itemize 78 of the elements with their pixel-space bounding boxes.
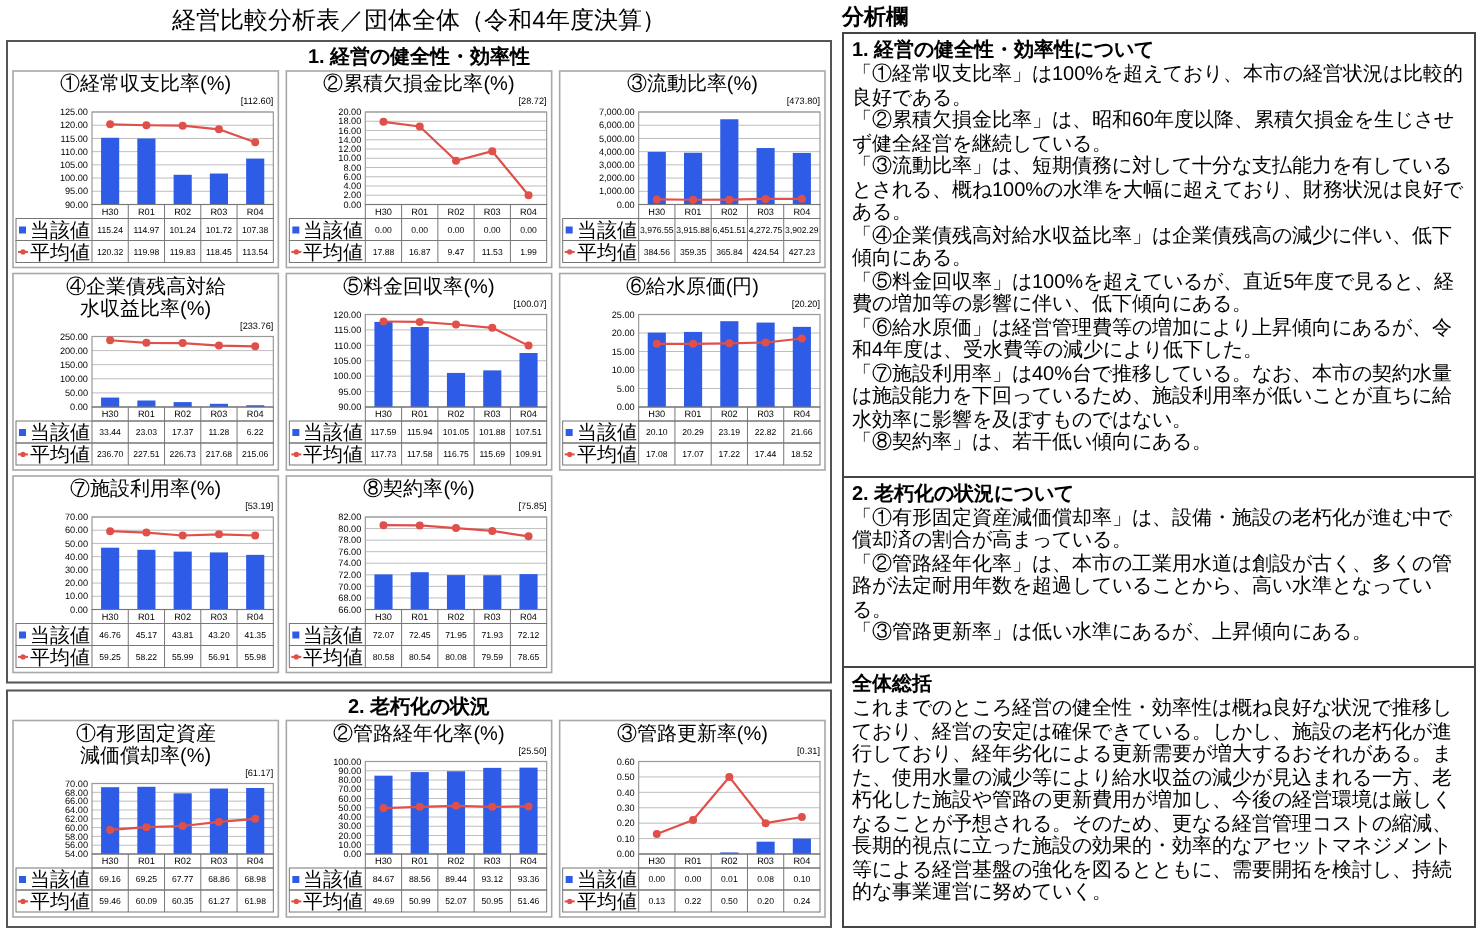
point [452,156,461,165]
legend-label: 平均値 [303,890,364,914]
point [488,323,497,332]
text: 「①経常収支比率」は100%を超えており、本市の経営状況は比較的良好である。 [852,64,1466,109]
text: 「②管路経年化率」は、本市の工業用水道は創設が古く、多くの管路が法定耐用年数を超過していることから、高い水準となっている。 [852,553,1454,622]
point [797,813,806,821]
bar [647,151,666,205]
legend-label: 平均値 [303,645,364,670]
chart-title: ⑦施設利用率(%) [70,477,222,501]
text: 「③管路更新率」は低い水準にあるが、上昇傾向にある。 [852,622,1374,646]
chart-title: ③流動比率(%) [626,72,758,96]
text: 経営比較分析表／団体全体（令和4年度決算） [170,6,666,34]
point [689,816,698,825]
point [178,121,187,130]
legend-label: 当該値 [303,623,364,648]
text: 「⑦施設利用率」は40%台で推移している。なお、本市の契約水量は施設能力を下回っているため、施設利用率が低いことが直ちに給水効率に影響を及ぼすものではない。 [852,363,1455,431]
bar [756,148,775,205]
legend-label: 平均値 [303,240,364,265]
legend-label: 当該値 [576,218,637,243]
chart-title: ①経常収支比率(%) [60,72,232,96]
text: 「②累積欠損金比率」は、昭和60年度以降、累積欠損金を生じさせず健全経営を継続している。 [852,110,1457,156]
legend-label: 平均値 [30,240,90,265]
chart-title: ⑥給水原価(円) [625,274,759,299]
legend-label: 平均値 [303,443,364,467]
text: 1. 経営の健全性・効率性 [307,45,531,69]
legend-label: 平均値 [576,890,637,914]
legend-label: 当該値 [303,421,364,445]
bar [792,838,811,854]
legend-label: 平均値 [30,645,90,670]
point [488,147,497,156]
bar [792,152,811,205]
text: 「⑧契約率」は、若干低い傾向にある。 [852,432,1214,455]
legend-label: 当該値 [30,421,90,445]
text: 2. 老朽化の状況について [852,481,1077,507]
bar [683,152,703,205]
chart-title: ②累積欠損金比率(%) [323,72,515,96]
point [524,191,533,200]
point [379,117,388,126]
text: 1. 経営の健全性・効率性について [852,38,1157,63]
chart-title: ②管路経年化率(%) [333,721,505,746]
text: 「③流動比率」は、短期債務に対して十分な支払能力を有しているとされる、概ね100%の水準を大幅に超えており、財務状況は良好である。 [852,156,1466,225]
point [106,120,115,129]
legend-label: 当該値 [576,868,637,892]
legend-label: 当該値 [30,218,90,243]
point [415,317,424,326]
point [652,829,661,838]
legend-label: 当該値 [30,623,90,648]
chart-title: ①有形固定資産減価償却率(%) [75,721,216,768]
point [452,320,461,329]
point [251,138,260,147]
legend-label: 平均値 [576,240,637,265]
point [379,317,388,326]
text: 2. 老朽化の状況 [347,694,491,719]
chart-title: ③管路更新率(%) [616,721,768,746]
legend-label: 平均値 [30,890,90,914]
text: 「⑥給水原価」は経営管理費等の増加により上昇傾向にあるが、令和4年度は、受水費等の減少により低下した。 [852,317,1454,363]
point [214,125,223,134]
text: 分析欄 [842,4,910,32]
bar [720,119,739,205]
text: 全体総括 [852,672,934,699]
text: これまでのところ経営の健全性・効率性は概ね良好な状況で推移しており、経営の安定は確保できている。しかし、施設の老朽化が進行しており、経年劣化による更新需要が増大するおそれがある。また、使用水量の減少等により給水収益の減少が見込まれる一方、老朽化した施設や管路の更新費用が増加し、今後の経営環境は厳しくなることが予想される。そのため、更なる経営管理コストの縮減、長期的視点に立った施設の効果的・効率的なアセットマネジメント等による経営基盤の強化を図るとともに、需要開拓を検討し、持続的な事業運営に努めていく。 [852,698,1452,905]
legend-label: 平均値 [576,443,637,467]
legend-label: 当該値 [576,421,637,445]
legend-label: 当該値 [303,868,364,892]
point [725,772,734,781]
point [142,121,151,130]
chart-title: ⑧契約率(%) [363,477,475,501]
chart-title: ⑤料金回収率(%) [343,274,495,299]
legend-label: 当該値 [30,868,90,892]
text: 「④企業債残高対給水収益比率」は企業債残高の減少に伴い、低下傾向にある。 [852,225,1454,271]
point [524,341,533,350]
legend-label: 当該値 [303,218,364,243]
text: 「①有形固定資産減価償却率」は、設備・施設の老朽化が進む中で償却済の割合が高まっている。 [852,507,1454,553]
point [415,122,424,131]
legend-label: 平均値 [30,443,90,467]
chart-title: ④企業債残高対給水収益比率(%) [65,274,226,321]
text: 「⑤料金回収率」は100%を超えているが、直近5年度で見ると、経費の増加等の影響に伴い、低下傾向にある。 [852,271,1457,317]
point [761,819,770,828]
